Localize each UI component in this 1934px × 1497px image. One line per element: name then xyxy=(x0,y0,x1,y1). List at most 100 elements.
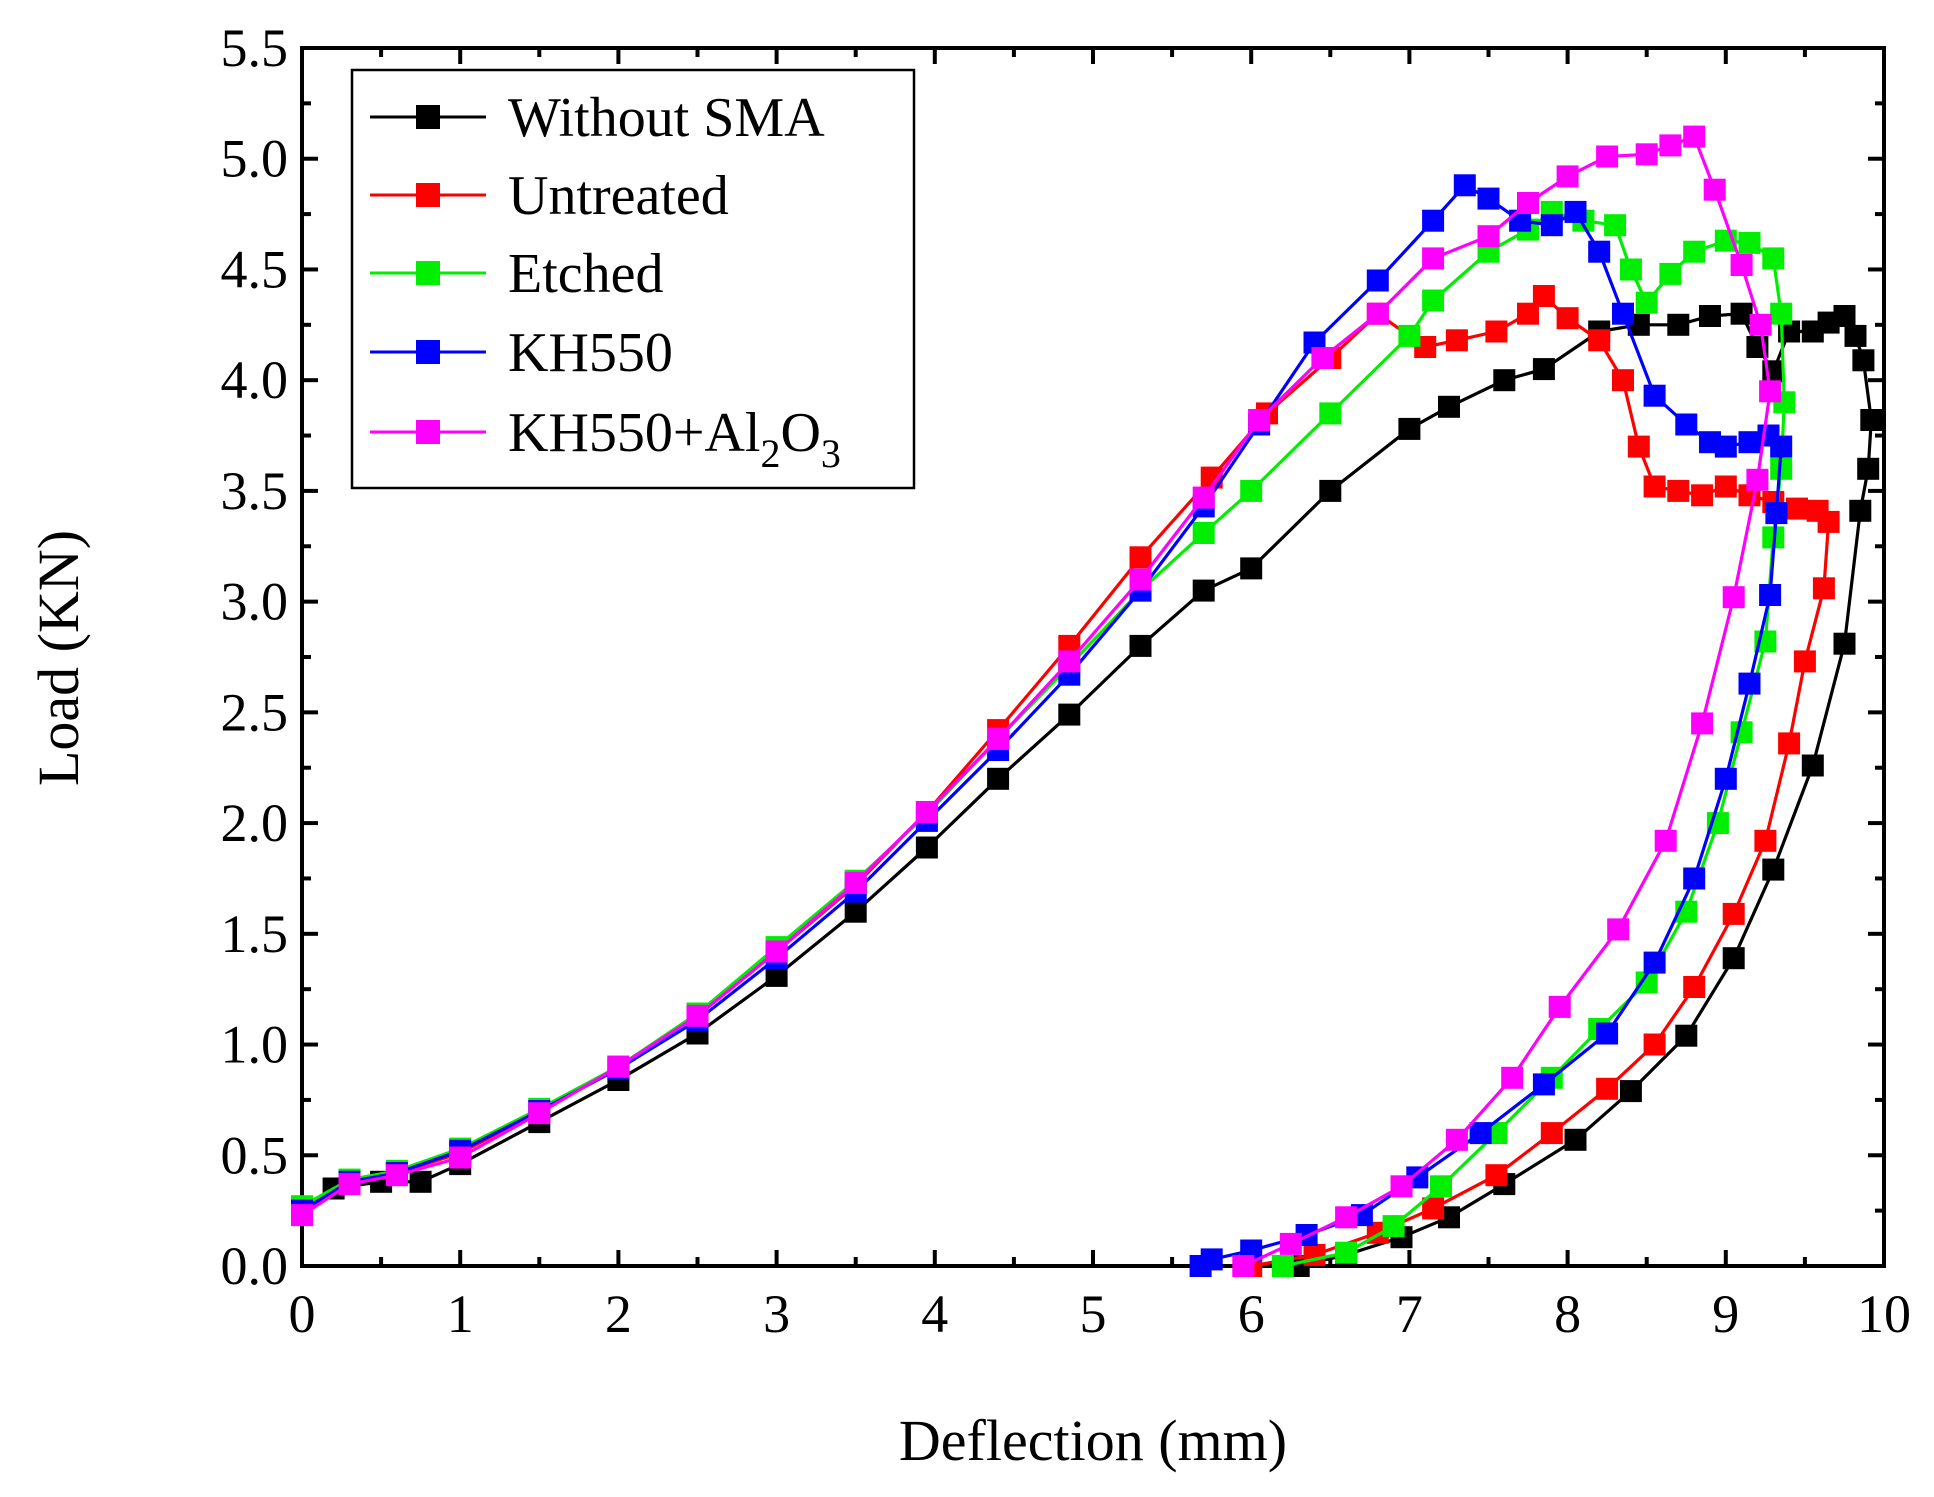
data-point-kh550-al2o3 xyxy=(1422,247,1445,270)
data-point-kh550-al2o3 xyxy=(765,940,788,963)
data-point-without-sma xyxy=(1833,632,1856,655)
data-point-kh550-al2o3 xyxy=(1058,650,1081,673)
data-point-etched xyxy=(1335,1241,1358,1264)
data-point-kh550 xyxy=(1366,269,1389,292)
y-tick-label: 1.0 xyxy=(221,1015,289,1075)
legend-item-kh550: KH550 xyxy=(370,322,673,384)
data-point-kh550-al2o3 xyxy=(1722,586,1745,609)
data-point-etched xyxy=(1430,1175,1452,1198)
data-point-kh550 xyxy=(1683,867,1706,890)
data-point-kh550-al2o3 xyxy=(686,1004,709,1027)
data-point-kh550 xyxy=(1532,1073,1555,1096)
x-tick-label: 10 xyxy=(1857,1284,1911,1344)
data-point-etched xyxy=(1635,291,1658,314)
data-point-etched xyxy=(1422,289,1445,312)
data-point-without-sma xyxy=(1192,579,1215,602)
series-line-etched xyxy=(301,210,1786,1268)
data-point-without-sma xyxy=(1852,349,1875,372)
data-point-untreated xyxy=(1691,484,1714,507)
data-point-kh550-al2o3 xyxy=(1659,134,1682,157)
x-tick-label: 6 xyxy=(1238,1284,1265,1344)
data-point-untreated xyxy=(1596,1077,1619,1100)
data-point-kh550-al2o3 xyxy=(1232,1255,1255,1277)
data-point-etched xyxy=(1635,971,1658,994)
data-point-without-sma xyxy=(1699,305,1721,327)
legend-label-without-sma: Without SMA xyxy=(508,87,825,149)
data-point-kh550-al2o3 xyxy=(1477,225,1500,248)
data-point-kh550-al2o3 xyxy=(385,1164,408,1187)
data-point-untreated xyxy=(1722,902,1745,925)
data-point-etched xyxy=(1382,1215,1405,1238)
data-point-kh550-al2o3 xyxy=(1730,254,1753,276)
data-point-untreated xyxy=(1778,732,1801,755)
data-point-untreated xyxy=(1200,466,1223,489)
y-tick-label: 0.5 xyxy=(221,1125,289,1185)
data-point-kh550 xyxy=(1469,1122,1492,1145)
data-point-etched xyxy=(1398,324,1421,347)
y-tick-label: 5.5 xyxy=(221,18,289,78)
y-tick-label: 2.5 xyxy=(221,682,289,742)
series-kh550-al2o3 xyxy=(291,125,1782,1277)
data-point-kh550-al2o3 xyxy=(915,801,938,823)
data-point-kh550-al2o3 xyxy=(1311,347,1334,369)
data-point-kh550-al2o3 xyxy=(844,871,867,894)
data-point-kh550-al2o3 xyxy=(1192,486,1215,509)
data-point-kh550-al2o3 xyxy=(1596,145,1619,168)
data-point-without-sma xyxy=(1849,499,1872,522)
data-point-kh550 xyxy=(1738,431,1761,454)
x-axis-title: Deflection (mm) xyxy=(899,1408,1287,1473)
data-point-without-sma xyxy=(1532,358,1555,381)
data-point-kh550-al2o3 xyxy=(1366,302,1389,325)
series-without-sma xyxy=(291,302,1883,1277)
data-point-kh550-al2o3 xyxy=(1445,1128,1468,1151)
data-point-kh550-al2o3 xyxy=(607,1055,630,1078)
y-tick-label: 4.0 xyxy=(221,350,289,410)
data-point-etched xyxy=(1762,247,1785,270)
x-tick-label: 1 xyxy=(447,1284,474,1344)
data-point-kh550 xyxy=(1765,502,1788,525)
data-point-without-sma xyxy=(765,964,788,987)
axis-ticks xyxy=(300,46,1886,1268)
data-point-untreated xyxy=(1793,650,1816,673)
data-point-kh550-al2o3 xyxy=(1517,192,1539,214)
data-point-kh550-al2o3 xyxy=(1390,1175,1413,1198)
data-point-kh550-al2o3 xyxy=(1683,125,1706,148)
data-point-kh550-al2o3 xyxy=(1279,1232,1302,1255)
data-point-untreated xyxy=(1817,510,1840,533)
data-point-kh550 xyxy=(1714,767,1737,790)
x-tick-labels: 0 1 2 3 4 5 6 7 8 9 10 xyxy=(289,1284,1912,1344)
data-point-without-sma xyxy=(1058,703,1081,726)
data-point-untreated xyxy=(1754,829,1777,852)
data-point-kh550-al2o3 xyxy=(1548,995,1571,1018)
series-layer xyxy=(291,125,1883,1277)
data-point-etched xyxy=(1683,240,1706,263)
data-point-kh550-al2o3 xyxy=(1746,468,1769,491)
legend-marker-untreated xyxy=(416,183,440,207)
legend: Without SMA Untreated Etched KH550 KH550… xyxy=(350,68,916,490)
data-point-untreated xyxy=(1540,1122,1563,1145)
data-point-kh550-al2o3 xyxy=(1759,380,1782,403)
legend-item-without-sma: Without SMA xyxy=(370,87,825,149)
data-point-without-sma xyxy=(1675,1024,1698,1047)
x-tick-label: 3 xyxy=(763,1284,790,1344)
legend-label-kh550-al2o3-main: KH550+Al xyxy=(508,402,760,464)
data-point-without-sma xyxy=(409,1170,432,1193)
data-point-kh550 xyxy=(1596,1022,1619,1045)
legend-marker-etched xyxy=(416,261,440,285)
y-tick-label: 4.5 xyxy=(221,239,289,299)
data-point-untreated xyxy=(1445,329,1468,352)
legend-label-kh550-al2o3-sub1: 2 xyxy=(760,431,780,476)
data-point-untreated xyxy=(1485,1164,1508,1187)
data-point-without-sma xyxy=(1801,754,1824,777)
data-point-without-sma xyxy=(1438,395,1460,418)
data-point-without-sma xyxy=(1129,634,1152,657)
data-point-kh550 xyxy=(1422,209,1445,232)
data-point-without-sma xyxy=(1833,305,1856,327)
data-point-without-sma xyxy=(1493,369,1516,392)
data-point-untreated xyxy=(1643,475,1666,498)
data-point-untreated xyxy=(1683,976,1706,998)
data-point-without-sma xyxy=(1722,947,1745,970)
y-tick-labels: 0.0 0.5 1.0 1.5 2.0 2.5 3.0 3.5 4.0 4.5 5.0 5.5 xyxy=(221,18,289,1296)
data-point-without-sma xyxy=(1564,1128,1587,1151)
data-point-kh550-al2o3 xyxy=(1654,829,1677,852)
